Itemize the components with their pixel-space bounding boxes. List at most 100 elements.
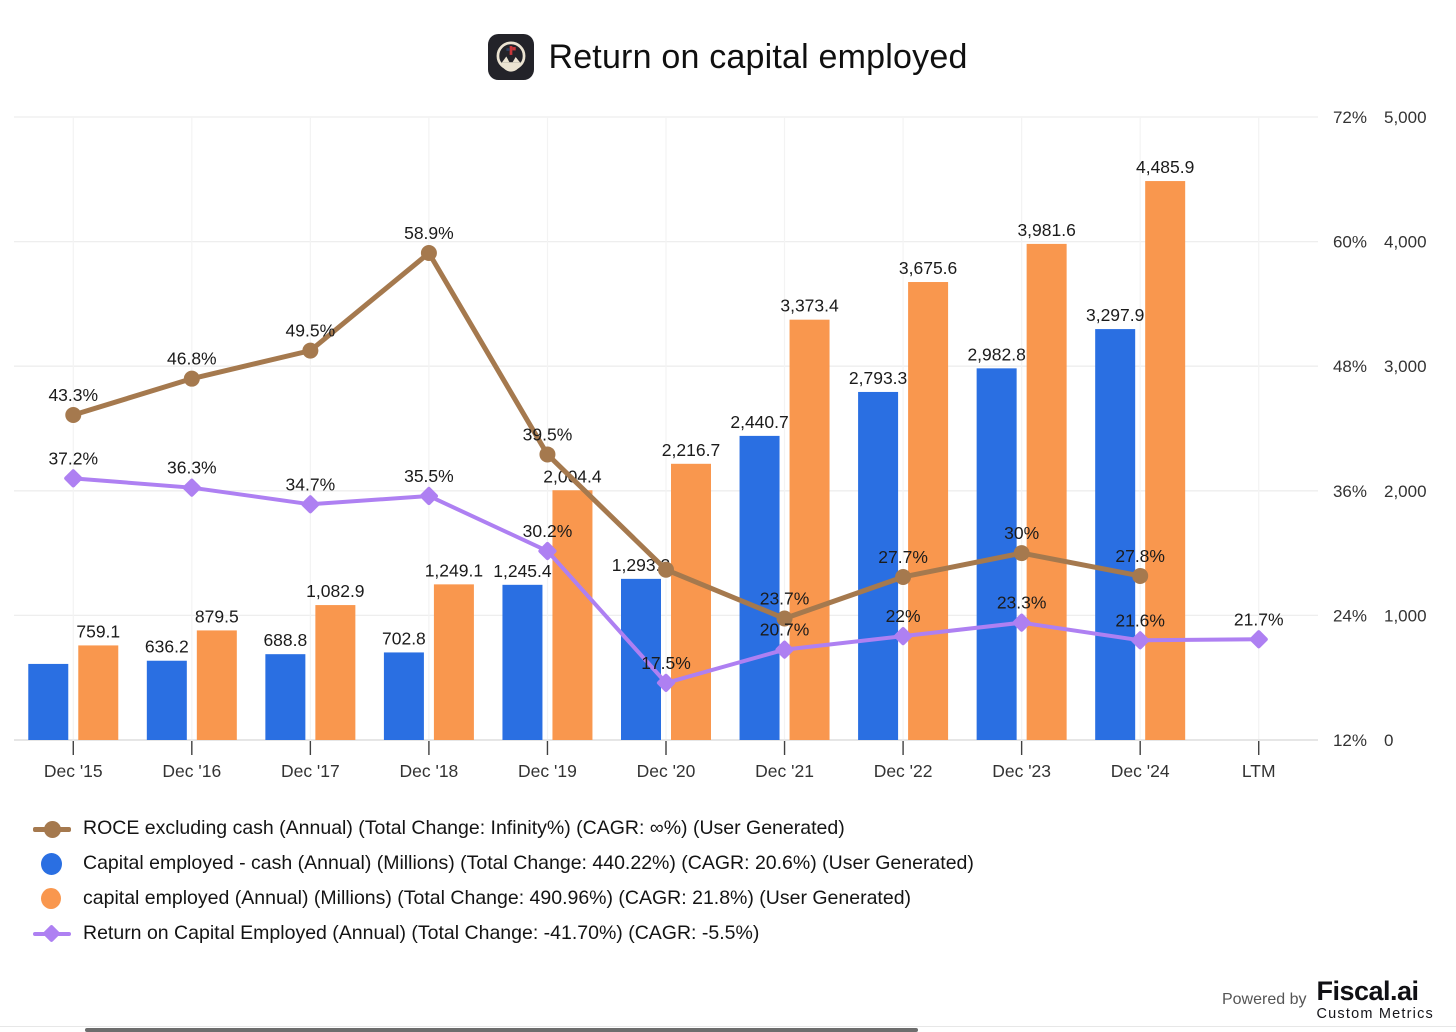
bar-capital-employed-minus-cash[interactable]: [858, 391, 899, 740]
bar-label-capital-employed-minus-cash: 688.8: [263, 630, 307, 650]
point-label-roce: 37.2%: [48, 448, 98, 468]
x-axis-label: Dec '17: [281, 761, 340, 781]
bar-label-capital-employed: 4,485.9: [1136, 157, 1194, 177]
horizontal-scrollbar-thumb[interactable]: [85, 1028, 918, 1032]
bar-capital-employed-minus-cash[interactable]: [28, 663, 69, 740]
bar-capital-employed[interactable]: [1145, 181, 1186, 740]
bar-capital-employed[interactable]: [78, 645, 119, 740]
point-label-roce-excluding-cash: 27.8%: [1115, 546, 1165, 566]
percent-axis-tick-label: 60%: [1333, 233, 1367, 252]
point-roce-excluding-cash[interactable]: [65, 407, 82, 424]
point-label-roce-excluding-cash: 30%: [1004, 523, 1039, 543]
horizontal-scrollbar-track[interactable]: [0, 1026, 1456, 1027]
percent-axis-tick-label: 48%: [1333, 357, 1367, 376]
legend-marker-roce-excluding-cash: [33, 817, 73, 841]
legend-label: Return on Capital Employed (Annual) (Tot…: [83, 922, 760, 944]
point-roce[interactable]: [893, 626, 913, 646]
bar-label-capital-employed: 879.5: [195, 606, 239, 626]
point-roce[interactable]: [419, 486, 439, 506]
bar-label-capital-employed-minus-cash: 2,440.7: [730, 412, 788, 432]
bar-capital-employed-minus-cash[interactable]: [739, 435, 780, 740]
point-label-roce-excluding-cash: 43.3%: [48, 385, 98, 405]
point-label-roce: 34.7%: [286, 474, 336, 494]
point-roce-excluding-cash[interactable]: [302, 342, 319, 359]
legend-item-capital-employed[interactable]: capital employed (Annual) (Millions) (To…: [33, 881, 974, 916]
fiscal-ai-logo[interactable]: Fiscal.ai Custom Metrics: [1316, 978, 1434, 1022]
bar-capital-employed[interactable]: [315, 605, 356, 740]
percent-axis-tick-label: 24%: [1333, 606, 1367, 625]
fiscal-ai-wordmark: Fiscal.ai: [1316, 976, 1419, 1006]
bar-capital-employed[interactable]: [908, 282, 949, 740]
legend-label: capital employed (Annual) (Millions) (To…: [83, 887, 912, 909]
bar-label-capital-employed-minus-cash: 1,245.4: [493, 561, 552, 581]
point-roce-excluding-cash[interactable]: [420, 245, 437, 262]
chart-header: Return on capital employed: [0, 28, 1456, 86]
x-axis-label: Dec '16: [162, 761, 221, 781]
x-axis-label: Dec '20: [637, 761, 696, 781]
point-roce-excluding-cash[interactable]: [1132, 567, 1149, 584]
bar-capital-employed[interactable]: [671, 463, 711, 740]
x-axis-label: Dec '19: [518, 761, 577, 781]
bar-capital-employed-minus-cash[interactable]: [621, 578, 661, 740]
point-roce[interactable]: [182, 478, 202, 498]
legend-marker-roce: [33, 922, 73, 946]
x-axis-label: Dec '18: [400, 761, 459, 781]
percent-axis-tick-label: 72%: [1333, 108, 1367, 127]
bar-capital-employed[interactable]: [196, 630, 237, 740]
bar-capital-employed-minus-cash[interactable]: [383, 652, 424, 740]
bar-capital-employed-minus-cash[interactable]: [502, 584, 543, 740]
roce-combo-chart[interactable]: 72% 60% 48% 36% 24% 12% 5,000 4,000 3,000 2,000 1,…: [0, 0, 1456, 795]
point-roce[interactable]: [300, 494, 320, 514]
bar-label-capital-employed: 3,675.6: [899, 258, 957, 278]
bar-capital-employed[interactable]: [552, 490, 593, 740]
point-label-roce: 21.7%: [1234, 609, 1284, 629]
custom-metrics-label: Custom Metrics: [1316, 1006, 1434, 1022]
x-axis-label: Dec '24: [1111, 761, 1170, 781]
x-axis-label: Dec '23: [992, 761, 1051, 781]
point-roce-excluding-cash[interactable]: [658, 561, 674, 578]
point-roce-excluding-cash[interactable]: [776, 610, 793, 627]
bar-capital-employed[interactable]: [1026, 243, 1067, 740]
bar-capital-employed-minus-cash[interactable]: [1095, 329, 1136, 740]
bar-capital-employed-minus-cash[interactable]: [146, 660, 187, 740]
point-label-roce: 30.2%: [523, 521, 573, 541]
footer: Powered by Fiscal.ai Custom Metrics: [1222, 978, 1434, 1022]
legend-item-roce[interactable]: Return on Capital Employed (Annual) (Tot…: [33, 916, 974, 951]
point-label-roce-excluding-cash: 49.5%: [286, 321, 336, 341]
bar-label-capital-employed: 2,216.7: [662, 440, 720, 460]
point-roce[interactable]: [63, 468, 83, 488]
bar-capital-employed[interactable]: [789, 319, 830, 740]
bar-label-capital-employed-minus-cash: 2,982.8: [967, 344, 1025, 364]
point-roce-excluding-cash[interactable]: [895, 568, 912, 585]
point-label-roce: 20.7%: [760, 620, 810, 640]
bar-label-capital-employed: 1,082.9: [306, 581, 364, 601]
legend-item-capital-employed-minus-cash[interactable]: Capital employed - cash (Annual) (Millio…: [33, 846, 974, 881]
point-roce-excluding-cash[interactable]: [539, 446, 556, 463]
point-label-roce: 23.3%: [997, 593, 1047, 613]
point-label-roce: 21.6%: [1115, 610, 1165, 630]
point-label-roce-excluding-cash: 39.5%: [523, 424, 573, 444]
point-roce[interactable]: [1012, 613, 1032, 633]
x-axis-label: Dec '22: [874, 761, 933, 781]
point-label-roce-excluding-cash: 46.8%: [167, 349, 217, 369]
point-roce-excluding-cash[interactable]: [1013, 545, 1030, 562]
point-roce[interactable]: [538, 541, 558, 561]
bar-capital-employed[interactable]: [433, 584, 474, 740]
point-label-roce: 22%: [886, 606, 921, 626]
bar-label-capital-employed-minus-cash: 636.2: [145, 637, 189, 657]
point-roce[interactable]: [1130, 630, 1150, 650]
point-roce[interactable]: [1249, 629, 1269, 649]
point-roce-excluding-cash[interactable]: [183, 370, 200, 387]
value-axis-tick-label: 2,000: [1384, 482, 1427, 501]
point-roce[interactable]: [656, 673, 676, 693]
page-title: Return on capital employed: [548, 37, 968, 76]
point-roce[interactable]: [775, 640, 795, 660]
legend-marker-capital-employed-minus-cash: [33, 852, 73, 876]
value-axis-tick-label: 1,000: [1384, 606, 1427, 625]
line-roce-excluding-cash: [70, 250, 1143, 622]
legend-item-roce-excluding-cash[interactable]: ROCE excluding cash (Annual) (Total Chan…: [33, 811, 974, 846]
point-label-roce: 36.3%: [167, 458, 217, 478]
bar-capital-employed-minus-cash[interactable]: [265, 654, 306, 740]
point-label-roce-excluding-cash: 27.7%: [878, 547, 928, 567]
